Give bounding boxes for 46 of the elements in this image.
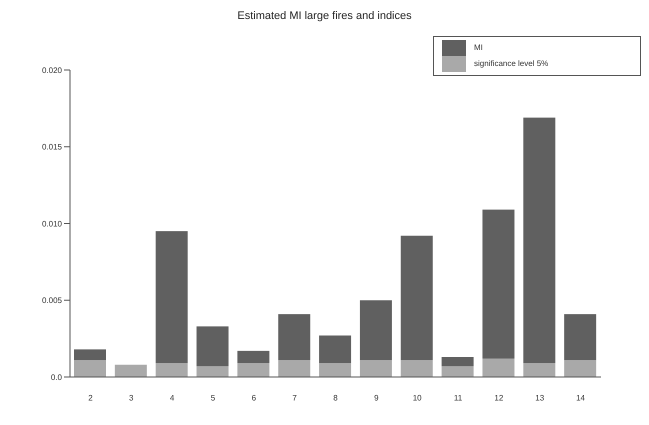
bar [564,360,596,377]
x-tick-label: 2 [88,394,94,403]
bar [442,357,474,366]
x-tick-label: 9 [374,394,380,403]
x-tick-label: 7 [292,394,298,403]
bar [196,326,229,366]
bar [523,118,556,364]
bar [237,350,270,364]
x-tick-label: 5 [210,394,216,403]
legend-label: MI [474,42,483,54]
bar [482,210,514,359]
bar [156,363,188,377]
bar [74,360,106,377]
bar [482,358,514,377]
x-tick-label: 6 [252,394,257,403]
bar [400,360,433,377]
bar [278,360,310,377]
y-tick-label: 0.0 [50,372,63,382]
bar [237,363,270,377]
y-tick-label: 0.015 [42,142,63,152]
bar [360,360,392,377]
x-tick-label: 8 [333,394,338,403]
x-tick-label: 3 [129,394,134,403]
x-tick-label: 14 [576,394,586,403]
bar [523,363,556,377]
x-tick-label: 10 [412,394,422,403]
bar [564,314,596,360]
x-tick-label: 13 [535,394,545,403]
bar [196,366,229,377]
legend-label: significance level 5% [474,58,548,70]
bar [114,364,147,377]
bar [442,366,474,377]
y-tick-label: 0.020 [42,66,63,75]
bar [278,314,310,360]
x-tick-label: 12 [494,394,504,403]
chart-title: Estimated MI large fires and indices [236,10,413,22]
x-tick-label: 11 [454,394,463,403]
bar [319,336,352,364]
y-tick-label: 0.005 [42,296,63,306]
bar [74,349,106,360]
x-tick-label: 4 [170,394,175,403]
bar [156,231,188,364]
bar [360,300,392,360]
y-tick-label: 0.010 [42,219,63,228]
bar [319,363,352,377]
bar [400,236,433,360]
